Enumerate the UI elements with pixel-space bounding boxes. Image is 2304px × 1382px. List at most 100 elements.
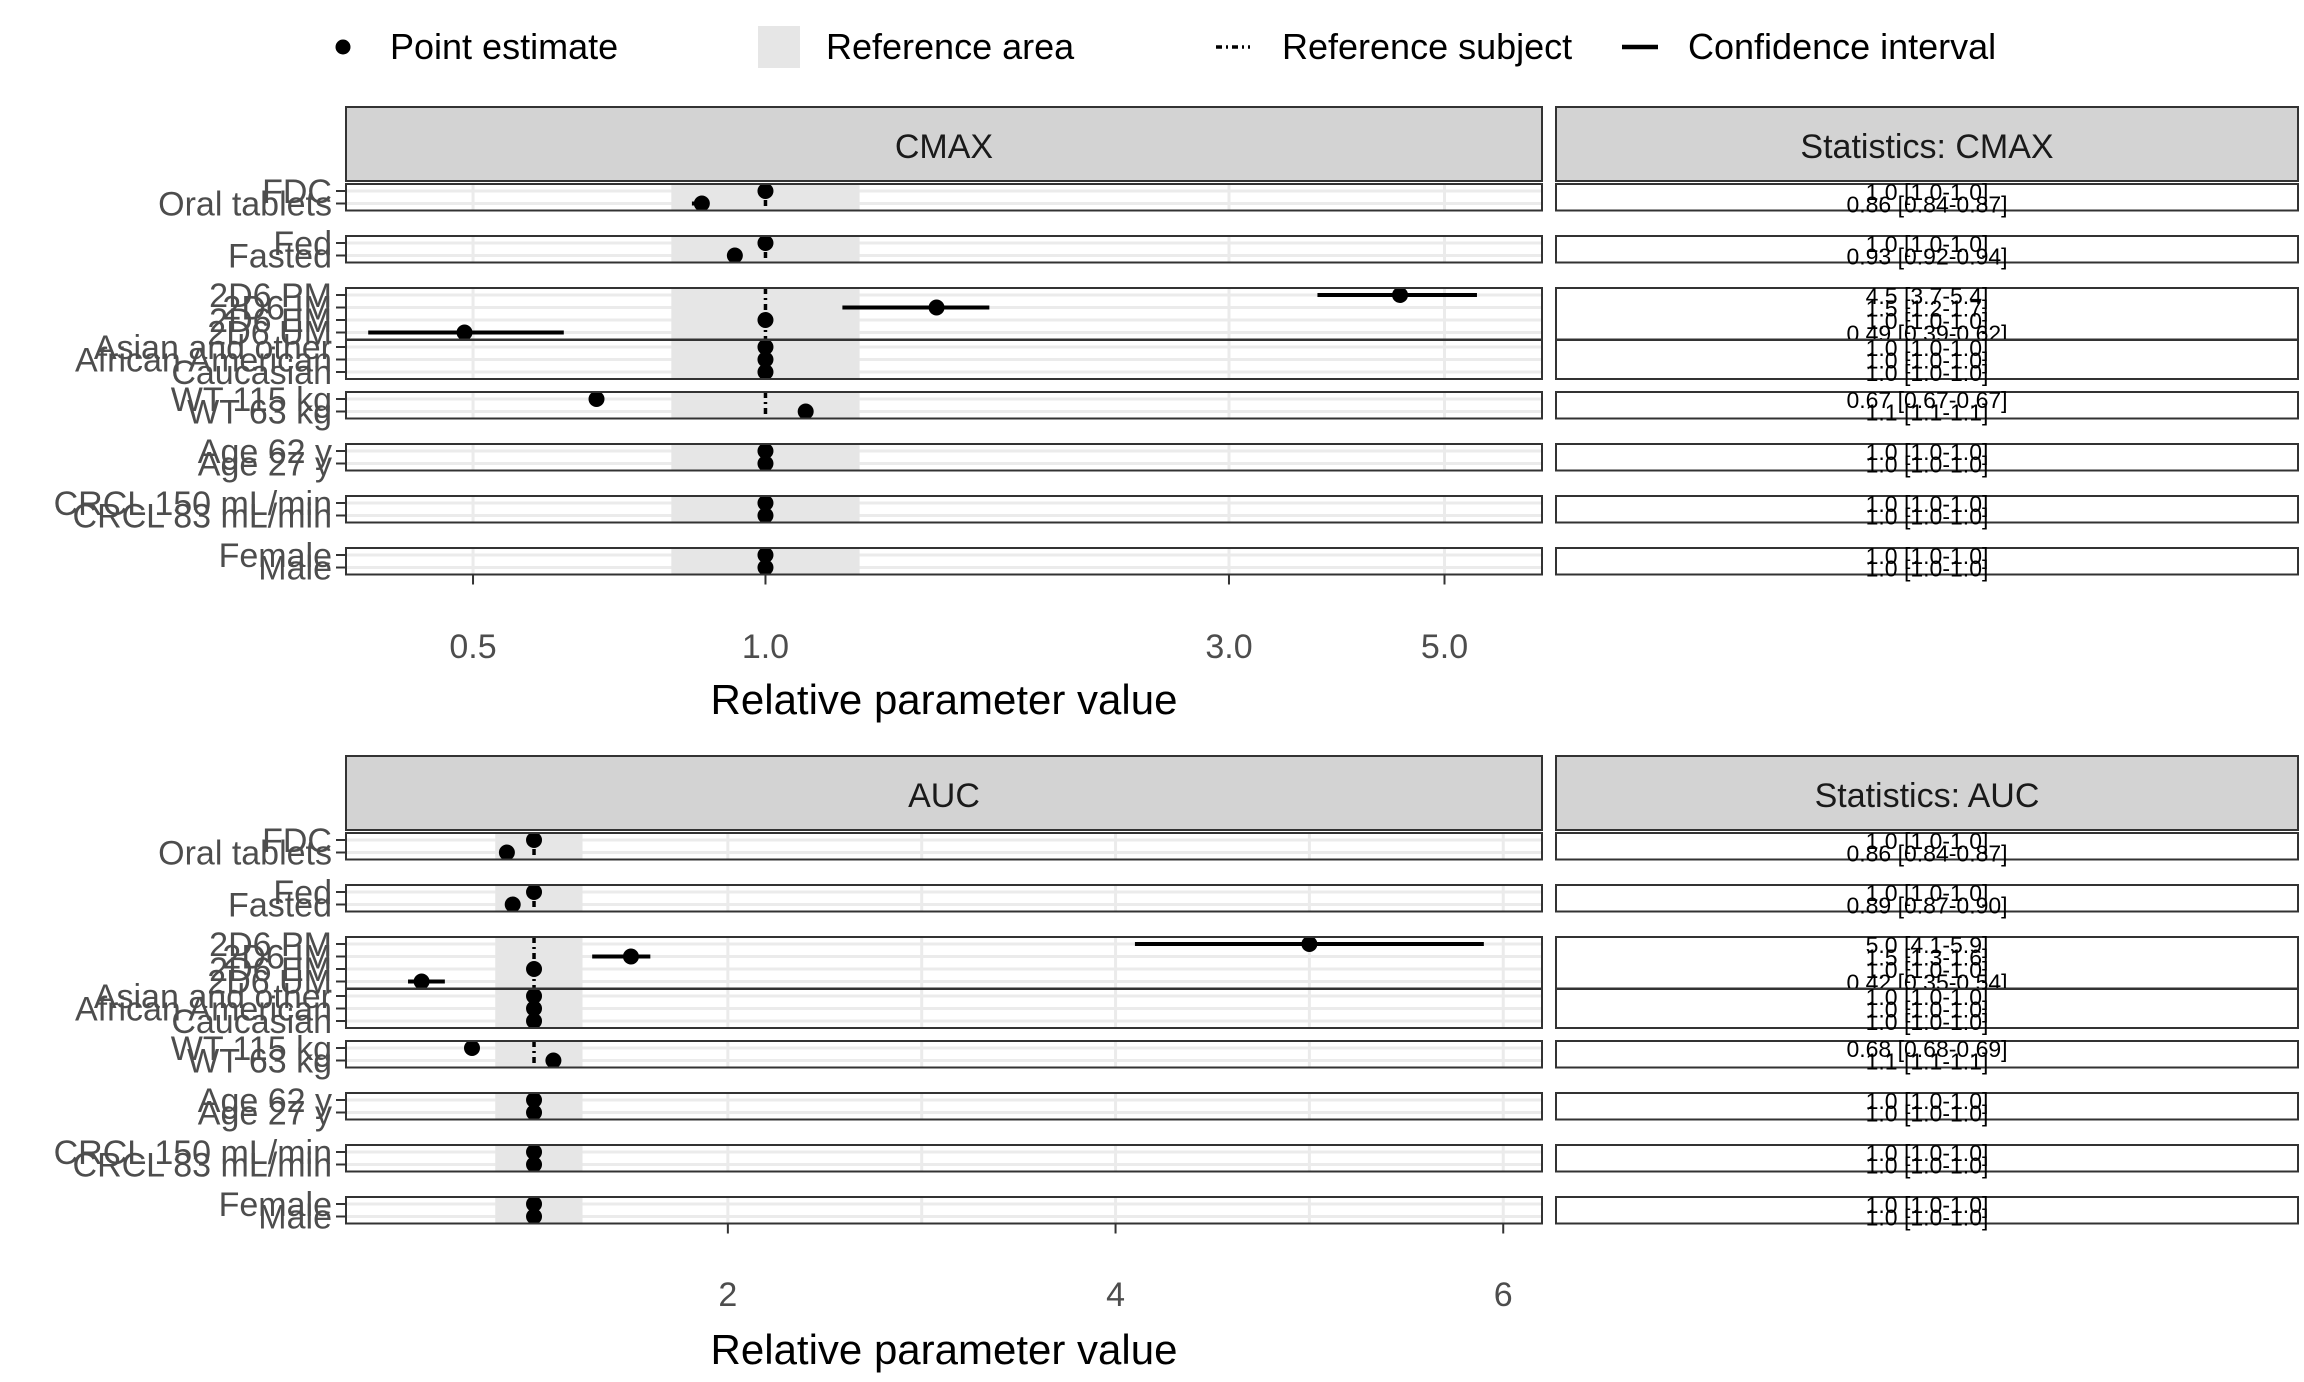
point-estimate	[928, 299, 945, 316]
stats-box	[1555, 1144, 2299, 1173]
point-estimate	[622, 948, 639, 965]
stat-label: 1.0 [1.0-1.0]	[1866, 1140, 1989, 1166]
y-tick-label: CRCL 150 mL/min	[54, 1134, 332, 1172]
legend-point-icon	[335, 39, 351, 55]
y-tick-label: Oral tablets	[158, 835, 332, 873]
stat-label: 0.68 [0.68-0.69]	[1846, 1036, 2007, 1062]
x-tick-label: 1.0	[742, 628, 789, 666]
y-tick-label: Age 62 y	[198, 1082, 332, 1120]
panel-background	[346, 548, 1542, 575]
point-estimate	[526, 1156, 543, 1173]
panel-background	[346, 184, 1542, 211]
stat-label: 1.1 [1.1-1.1]	[1866, 1049, 1989, 1075]
stat-label: 1.0 [1.0-1.0]	[1866, 556, 1989, 582]
stat-label: 1.0 [1.0-1.0]	[1866, 335, 1989, 361]
y-tick-label: 2D6 PM	[209, 926, 332, 964]
stat-label: 1.0 [1.0-1.0]	[1866, 491, 1989, 517]
point-estimate	[526, 1092, 543, 1108]
y-tick-label: 2D6 EM	[209, 951, 332, 989]
stat-label: 1.0 [1.0-1.0]	[1866, 1009, 1989, 1035]
panel-border	[345, 183, 1543, 212]
cmax-x-axis-title: Relative parameter value	[711, 676, 1178, 723]
stat-label: 1.0 [1.0-1.0]	[1866, 957, 1989, 983]
point-estimate	[757, 443, 774, 459]
stat-label: 1.0 [1.0-1.0]	[1866, 828, 1989, 854]
cmax-strip-title: CMAX	[895, 128, 993, 166]
panel-border	[345, 391, 1543, 420]
x-tick-label: 3.0	[1205, 628, 1252, 666]
point-estimate	[757, 183, 774, 199]
point-estimate	[526, 1013, 543, 1029]
panel-border	[345, 235, 1543, 264]
point-estimate	[757, 235, 774, 251]
y-tick-label: WT 63 kg	[187, 394, 332, 432]
auc-stats-strip	[1555, 755, 2299, 831]
reference-area	[495, 1041, 583, 1068]
stats-box	[1555, 1040, 2299, 1069]
auc-strip	[345, 755, 1543, 831]
y-tick-label: 2D6 PM	[209, 277, 332, 315]
stat-label: 4.5 [3.7-5.4]	[1866, 283, 1989, 309]
stat-label: 1.1 [1.1-1.1]	[1866, 400, 1989, 426]
x-tick-label: 6	[1494, 1276, 1513, 1314]
point-estimate	[1392, 287, 1409, 303]
panel-background	[346, 496, 1542, 523]
y-tick-label: WT 63 kg	[187, 1043, 332, 1081]
point-estimate	[526, 1104, 543, 1121]
stat-label: 1.0 [1.0-1.0]	[1866, 1088, 1989, 1114]
y-tick-label: African American	[75, 342, 332, 380]
y-tick-label: WT 115 kg	[171, 381, 332, 419]
point-estimate	[757, 351, 774, 368]
point-estimate	[726, 247, 743, 264]
y-tick-label: 2D6 UM	[207, 964, 332, 1002]
stats-box	[1555, 183, 2299, 212]
y-tick-label: Fed	[273, 874, 332, 912]
panel-border	[345, 832, 1543, 861]
stat-label: 0.86 [0.84-0.87]	[1846, 841, 2007, 867]
stats-box	[1555, 495, 2299, 524]
panel-border	[345, 988, 1543, 1029]
y-tick-label: Fasted	[228, 887, 332, 925]
panel-border	[345, 339, 1543, 380]
point-estimate	[757, 364, 774, 380]
legend-area-icon	[758, 26, 800, 68]
y-tick-label: Caucasian	[171, 354, 332, 392]
point-estimate	[693, 195, 710, 212]
x-tick-label: 4	[1106, 1276, 1125, 1314]
stat-label: 1.0 [1.0-1.0]	[1866, 1101, 1989, 1127]
legend-area-label: Reference area	[826, 26, 1075, 67]
stat-label: 1.0 [1.0-1.0]	[1866, 984, 1989, 1010]
point-estimate	[545, 1052, 562, 1069]
point-estimate	[757, 547, 774, 563]
y-tick-label: WT 115 kg	[171, 1030, 332, 1068]
stat-label: 1.0 [1.0-1.0]	[1866, 997, 1989, 1023]
stat-label: 1.0 [1.0-1.0]	[1866, 308, 1989, 334]
y-tick-label: 2D6 IM	[222, 290, 332, 328]
point-estimate	[757, 339, 774, 355]
y-tick-label: Age 27 y	[198, 1095, 332, 1133]
stat-label: 1.0 [1.0-1.0]	[1866, 1205, 1989, 1231]
auc-stats-strip-title: Statistics: AUC	[1815, 777, 2040, 815]
stat-label: 1.0 [1.0-1.0]	[1866, 880, 1989, 906]
cmax-strip	[345, 106, 1543, 182]
stats-box	[1555, 988, 2299, 1029]
stat-label: 1.0 [1.0-1.0]	[1866, 439, 1989, 465]
x-tick-label: 5.0	[1421, 628, 1468, 666]
legend-point-label: Point estimate	[390, 26, 618, 67]
y-tick-label: 2D6 EM	[209, 302, 332, 340]
point-estimate	[456, 324, 473, 341]
panel-border	[345, 1144, 1543, 1173]
y-tick-label: Female	[219, 1186, 332, 1224]
auc-strip-title: AUC	[908, 777, 980, 815]
point-estimate	[757, 312, 774, 328]
